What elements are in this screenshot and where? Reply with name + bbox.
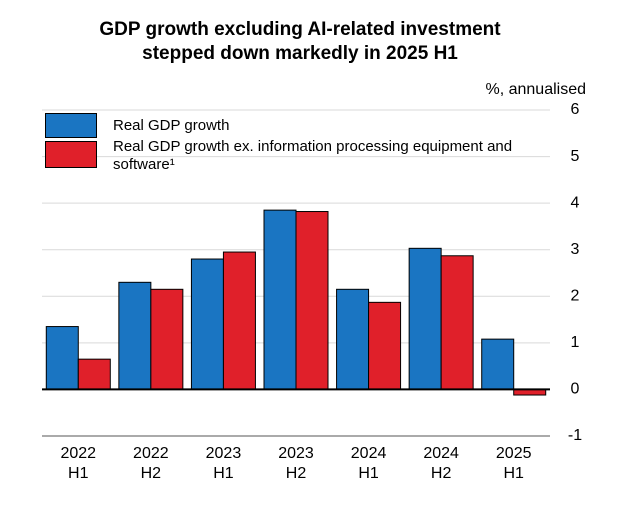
bar bbox=[45, 326, 79, 390]
x-tick-label: 2022 bbox=[60, 445, 96, 462]
bar bbox=[336, 288, 370, 390]
bar bbox=[222, 251, 256, 390]
legend-swatch bbox=[45, 113, 97, 138]
bar bbox=[118, 281, 152, 390]
x-tick-label: H1 bbox=[213, 465, 234, 482]
bar bbox=[77, 358, 111, 390]
x-tick-label: H1 bbox=[68, 465, 89, 482]
y-tick-label: 2 bbox=[571, 288, 580, 305]
bar bbox=[408, 247, 442, 390]
bar bbox=[150, 288, 184, 390]
x-tick-label: H2 bbox=[286, 465, 307, 482]
x-tick-label: H2 bbox=[431, 465, 452, 482]
x-tick-label: 2023 bbox=[206, 445, 242, 462]
bar bbox=[368, 301, 402, 390]
y-tick-label: 0 bbox=[571, 381, 580, 398]
y-tick-label: 5 bbox=[571, 148, 580, 165]
bar bbox=[295, 211, 329, 390]
y-tick-label: 3 bbox=[571, 241, 580, 258]
legend-swatch bbox=[45, 141, 97, 168]
legend-label: Real GDP growth ex. information processi… bbox=[113, 138, 513, 173]
bar bbox=[481, 338, 515, 390]
x-tick-label: H1 bbox=[503, 465, 524, 482]
x-tick-label: 2024 bbox=[423, 445, 459, 462]
legend-label: Real GDP growth bbox=[113, 117, 230, 134]
bar bbox=[263, 209, 297, 390]
chart-title: GDP growth excluding AI-related investme… bbox=[99, 19, 501, 40]
y-tick-label: 1 bbox=[571, 334, 580, 351]
bar bbox=[190, 258, 224, 390]
y-tick-label: 4 bbox=[571, 194, 580, 211]
y-tick-label: -1 bbox=[568, 427, 582, 444]
x-tick-label: 2022 bbox=[133, 445, 169, 462]
chart-title: stepped down markedly in 2025 H1 bbox=[142, 43, 458, 64]
x-tick-label: H2 bbox=[141, 465, 162, 482]
x-tick-label: H1 bbox=[358, 465, 379, 482]
x-tick-label: 2023 bbox=[278, 445, 314, 462]
bar bbox=[440, 255, 474, 390]
y-tick-label: 6 bbox=[571, 101, 580, 118]
x-tick-label: 2024 bbox=[351, 445, 387, 462]
unit-label: %, annualised bbox=[485, 81, 586, 98]
x-tick-label: 2025 bbox=[496, 445, 532, 462]
